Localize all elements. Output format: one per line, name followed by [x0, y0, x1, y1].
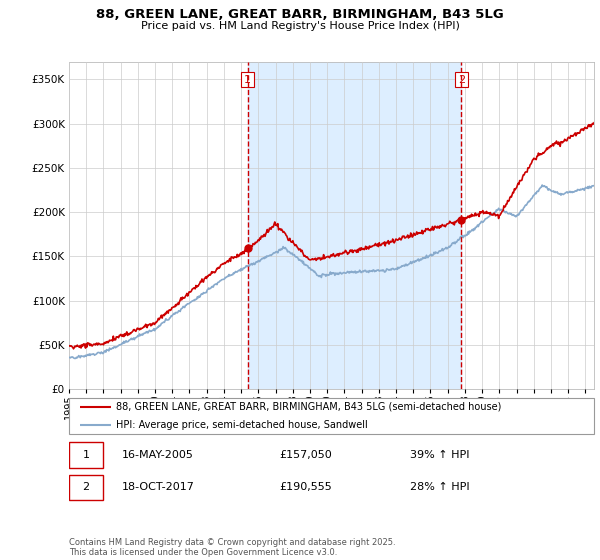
- Text: Contains HM Land Registry data © Crown copyright and database right 2025.
This d: Contains HM Land Registry data © Crown c…: [69, 538, 395, 557]
- Text: 88, GREEN LANE, GREAT BARR, BIRMINGHAM, B43 5LG: 88, GREEN LANE, GREAT BARR, BIRMINGHAM, …: [96, 8, 504, 21]
- FancyBboxPatch shape: [69, 474, 103, 500]
- Text: £157,050: £157,050: [279, 450, 332, 460]
- Text: £190,555: £190,555: [279, 482, 332, 492]
- Text: 2: 2: [458, 74, 465, 85]
- Text: 39% ↑ HPI: 39% ↑ HPI: [410, 450, 470, 460]
- Text: Price paid vs. HM Land Registry's House Price Index (HPI): Price paid vs. HM Land Registry's House …: [140, 21, 460, 31]
- Text: 2: 2: [83, 482, 89, 492]
- Text: 1: 1: [83, 450, 89, 460]
- Text: 28% ↑ HPI: 28% ↑ HPI: [410, 482, 470, 492]
- Text: 88, GREEN LANE, GREAT BARR, BIRMINGHAM, B43 5LG (semi-detached house): 88, GREEN LANE, GREAT BARR, BIRMINGHAM, …: [116, 402, 502, 412]
- Text: 18-OCT-2017: 18-OCT-2017: [121, 482, 194, 492]
- Text: 1: 1: [244, 74, 251, 85]
- Bar: [248, 62, 461, 389]
- Text: 16-MAY-2005: 16-MAY-2005: [121, 450, 193, 460]
- FancyBboxPatch shape: [69, 442, 103, 468]
- FancyBboxPatch shape: [69, 398, 594, 434]
- Text: HPI: Average price, semi-detached house, Sandwell: HPI: Average price, semi-detached house,…: [116, 420, 368, 430]
